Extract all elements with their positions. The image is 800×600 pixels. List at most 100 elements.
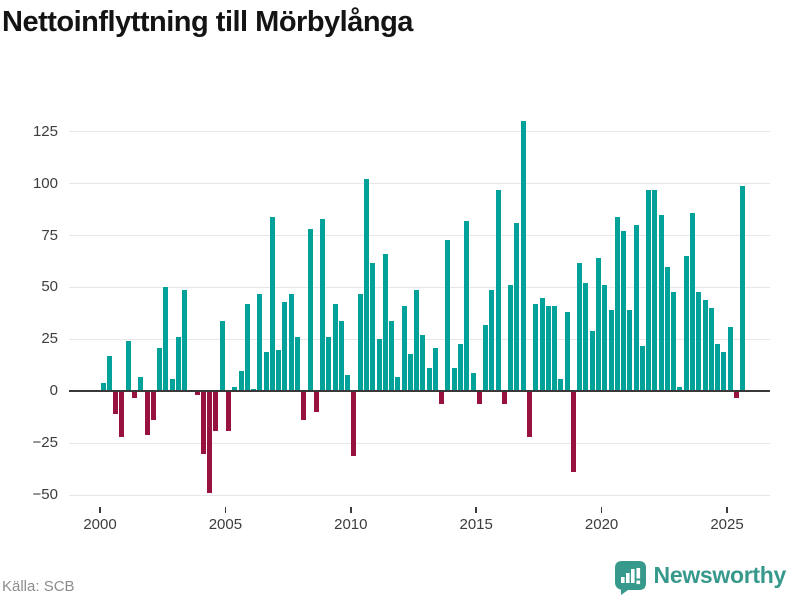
gridline	[69, 235, 770, 237]
bar-negative	[501, 391, 507, 404]
bar-positive	[320, 218, 326, 392]
bar-positive	[357, 293, 363, 392]
y-axis-tick-label: 25	[41, 330, 58, 348]
bar-positive	[244, 304, 250, 392]
bar-positive	[458, 343, 464, 392]
gridline	[69, 286, 770, 288]
bar-positive	[564, 312, 570, 392]
bar-negative	[526, 391, 532, 437]
bar-positive	[345, 374, 351, 392]
bar-positive	[219, 320, 225, 392]
bar-negative	[113, 391, 119, 415]
bar-positive	[276, 349, 282, 392]
gridline	[69, 183, 770, 185]
bar-positive	[470, 372, 476, 392]
bar-positive	[602, 285, 608, 392]
bar-positive	[295, 337, 300, 392]
bar-positive	[677, 387, 683, 392]
bar-positive	[157, 347, 163, 392]
bar-positive	[646, 189, 652, 392]
bar-negative	[131, 391, 137, 398]
bar-positive	[727, 326, 733, 392]
y-axis-tick-label: 100	[32, 174, 58, 192]
bar-positive	[332, 304, 338, 392]
bar-positive	[451, 368, 457, 392]
bar-positive	[483, 324, 489, 392]
bar-positive	[627, 310, 633, 392]
newsworthy-logo-text: Newsworthy	[653, 562, 787, 588]
bar-positive	[251, 389, 257, 392]
bar-negative	[226, 391, 232, 431]
bar-positive	[614, 216, 620, 392]
bar-positive	[664, 266, 670, 392]
bar-positive	[395, 376, 401, 392]
bar-positive	[414, 289, 420, 392]
bar-negative	[144, 391, 150, 435]
bar-positive	[326, 337, 332, 392]
gridline	[69, 442, 770, 444]
bar-positive	[282, 301, 288, 392]
bar-positive	[407, 353, 413, 392]
bar-positive	[683, 256, 689, 392]
x-axis-tick-label: 2005	[208, 516, 243, 533]
gridline	[69, 338, 770, 340]
bar-positive	[583, 283, 589, 392]
bar-positive	[489, 289, 495, 392]
bar-positive	[169, 378, 175, 392]
bar-positive	[376, 339, 382, 392]
bar-negative	[301, 391, 307, 421]
newsworthy-logo[interactable]: Newsworthy	[614, 560, 786, 595]
x-axis-tick-mark	[600, 507, 603, 513]
bar-positive	[514, 223, 520, 392]
x-axis-tick-label: 2010	[334, 516, 368, 533]
x-axis-tick-mark	[350, 507, 352, 513]
bar-positive	[125, 341, 131, 392]
bar-positive	[288, 293, 294, 392]
bar-positive	[432, 347, 438, 392]
bar-positive	[696, 291, 702, 392]
x-axis-zero-line	[69, 390, 770, 393]
bar-positive	[652, 189, 658, 392]
bar-positive	[633, 225, 639, 392]
bar-positive	[671, 291, 677, 392]
bar-negative	[313, 391, 319, 413]
bar-positive	[269, 216, 275, 392]
bar-positive	[589, 331, 595, 392]
y-axis-tick-label: −25	[32, 434, 58, 452]
bar-negative	[119, 391, 125, 437]
bar-negative	[733, 391, 739, 398]
bar-positive	[263, 351, 269, 392]
bar-negative	[194, 391, 200, 396]
bar-positive	[690, 212, 695, 392]
bar-positive	[238, 370, 244, 392]
y-axis-tick-label: −50	[32, 486, 58, 504]
bar-positive	[708, 308, 714, 392]
x-axis-tick-mark	[224, 507, 227, 513]
bar-positive	[370, 262, 376, 392]
bar-negative	[200, 391, 206, 454]
bar-positive	[464, 220, 470, 392]
bar-positive	[552, 306, 558, 392]
bar-positive	[138, 376, 144, 392]
x-axis-tick-label: 2000	[83, 516, 117, 533]
x-axis-tick-label: 2020	[584, 516, 619, 533]
bar-positive	[621, 231, 627, 392]
bar-positive	[163, 287, 169, 392]
bar-positive	[639, 345, 645, 392]
bar-negative	[207, 391, 213, 494]
bar-positive	[608, 310, 614, 392]
y-axis-tick-label: 125	[32, 122, 58, 140]
bar-positive	[420, 335, 426, 392]
gridline	[69, 494, 770, 496]
bar-positive	[558, 378, 564, 392]
bar-negative	[213, 391, 219, 431]
chart-title: Nettoinflyttning till Mörbylånga	[2, 6, 413, 38]
bar-negative	[351, 391, 357, 456]
y-axis-tick-label: 50	[41, 278, 58, 296]
bar-positive	[520, 121, 526, 392]
bar-positive	[426, 368, 432, 392]
bar-positive	[389, 320, 395, 392]
bar-positive	[539, 297, 545, 392]
